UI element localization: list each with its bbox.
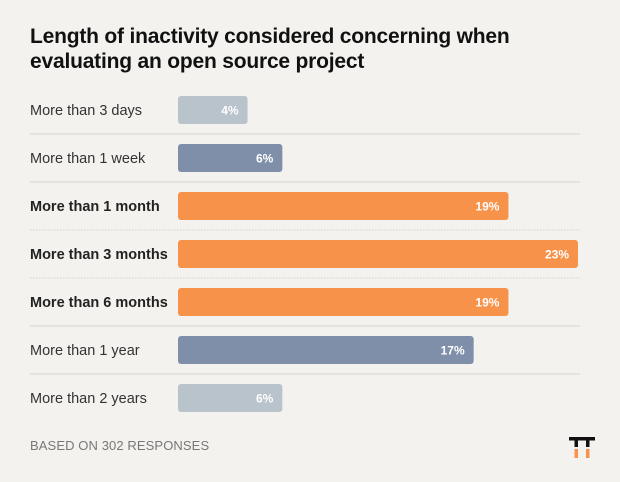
value-label: 23% — [545, 248, 569, 262]
category-label: More than 3 days — [30, 103, 142, 119]
value-label: 17% — [441, 344, 465, 358]
bar-3 — [178, 192, 509, 220]
category-label: More than 3 months — [30, 247, 168, 263]
bar-2 — [178, 144, 283, 172]
chart-title: Length of inactivity considered concerni… — [30, 25, 510, 73]
brand-logo-icon — [569, 437, 595, 458]
bar-4 — [178, 240, 578, 268]
value-label: 6% — [256, 392, 274, 406]
value-labels: 4% 6% 19% 23% 19% 17% 6% — [221, 104, 569, 406]
value-label: 6% — [256, 152, 274, 166]
value-label: 4% — [221, 104, 239, 118]
bar-chart: More than 3 days More than 1 week More tha… — [30, 96, 580, 412]
value-label: 19% — [475, 200, 499, 214]
bar-1 — [178, 96, 248, 124]
category-label: More than 6 months — [30, 295, 168, 311]
category-label: More than 1 week — [30, 151, 146, 167]
bar-7 — [178, 384, 283, 412]
category-label: More than 1 month — [30, 199, 160, 215]
footnote: BASED ON 302 RESPONSES — [30, 438, 210, 453]
bar-5 — [178, 288, 509, 316]
bars — [178, 96, 578, 412]
category-label: More than 2 years — [30, 391, 147, 407]
row-dividers — [30, 133, 580, 375]
category-label: More than 1 year — [30, 343, 140, 359]
value-label: 19% — [475, 296, 499, 310]
category-labels: More than 3 days More than 1 week More tha… — [30, 103, 168, 407]
bar-6 — [178, 336, 474, 364]
